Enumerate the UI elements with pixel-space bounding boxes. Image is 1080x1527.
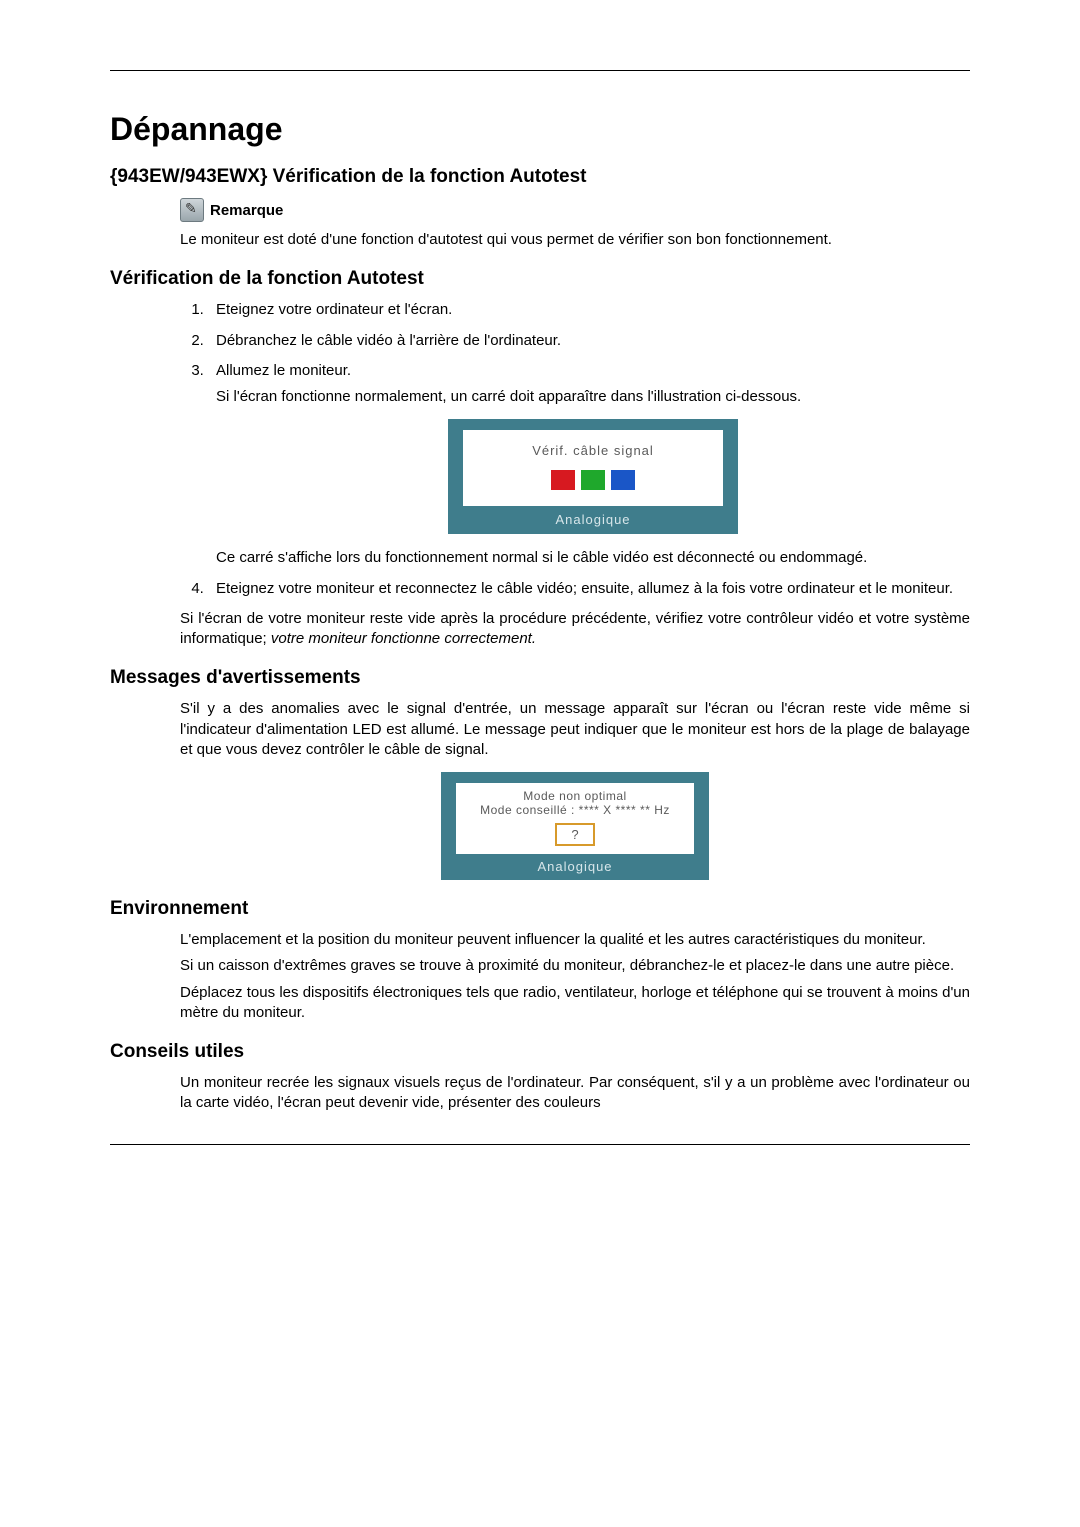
illus1-square-red <box>551 470 575 490</box>
illus1-footer: Analogique <box>462 507 724 529</box>
step-4: Eteignez votre moniteur et reconnectez l… <box>208 579 970 599</box>
note-icon <box>180 198 204 222</box>
tips-p1: Un moniteur recrée les signaux visuels r… <box>180 1073 970 1114</box>
illus1-square-green <box>581 470 605 490</box>
remarque-text: Le moniteur est doté d'une fonction d'au… <box>180 230 970 250</box>
document-page: Dépannage {943EW/943EWX} Vérification de… <box>0 0 1080 1527</box>
step-3-after: Ce carré s'affiche lors du fonctionnemen… <box>216 548 970 568</box>
step-2: Débranchez le câble vidéo à l'arrière de… <box>208 331 970 351</box>
warning-illustration: Mode non optimal Mode conseillé : **** X… <box>441 772 709 880</box>
autotest-steps: Eteignez votre ordinateur et l'écran. Dé… <box>180 300 970 599</box>
illus1-squares <box>473 470 713 490</box>
step-3-follow: Si l'écran fonctionne normalement, un ca… <box>216 387 970 407</box>
after-steps-block: Si l'écran de votre moniteur reste vide … <box>180 609 970 650</box>
after-steps-text: Si l'écran de votre moniteur reste vide … <box>180 609 970 650</box>
illus2-panel: Mode non optimal Mode conseillé : **** X… <box>455 782 695 855</box>
heading-warnings: Messages d'avertissements <box>110 667 970 689</box>
heading-model-autotest: {943EW/943EWX} Vérification de la foncti… <box>110 166 970 188</box>
illus1-panel: Vérif. câble signal <box>462 429 724 507</box>
heading-environment: Environnement <box>110 898 970 920</box>
illus2-question-box: ? <box>555 823 594 846</box>
env-p2: Si un caisson d'extrêmes graves se trouv… <box>180 956 970 976</box>
env-p3: Déplacez tous les dispositifs électroniq… <box>180 983 970 1024</box>
heading-autotest: Vérification de la fonction Autotest <box>110 268 970 290</box>
warnings-block: S'il y a des anomalies avec le signal d'… <box>180 699 970 880</box>
illus1-frame: Vérif. câble signal Analogique <box>448 419 738 534</box>
remarque-row: Remarque <box>180 198 970 222</box>
illus2-line1: Mode non optimal <box>466 789 684 803</box>
after-steps-italic: votre moniteur fonctionne correctement. <box>271 630 536 647</box>
step-3-text: Allumez le moniteur. <box>216 362 351 379</box>
heading-tips: Conseils utiles <box>110 1041 970 1063</box>
remarque-body: Le moniteur est doté d'une fonction d'au… <box>180 230 970 250</box>
step-1: Eteignez votre ordinateur et l'écran. <box>208 300 970 320</box>
illus2-frame: Mode non optimal Mode conseillé : **** X… <box>441 772 709 880</box>
bottom-rule <box>110 1144 970 1145</box>
illus1-square-blue <box>611 470 635 490</box>
top-rule <box>110 70 970 71</box>
illus2-footer: Analogique <box>455 855 695 874</box>
warnings-text: S'il y a des anomalies avec le signal d'… <box>180 699 970 760</box>
illus2-line2: Mode conseillé : **** X **** ** Hz <box>466 803 684 817</box>
page-title: Dépannage <box>110 111 970 148</box>
remarque-label: Remarque <box>210 202 283 219</box>
tips-block: Un moniteur recrée les signaux visuels r… <box>180 1073 970 1114</box>
env-p1: L'emplacement et la position du moniteur… <box>180 930 970 950</box>
signal-test-illustration: Vérif. câble signal Analogique <box>448 419 738 534</box>
environment-block: L'emplacement et la position du moniteur… <box>180 930 970 1023</box>
step-3: Allumez le moniteur. Si l'écran fonction… <box>208 361 970 569</box>
illus1-panel-text: Vérif. câble signal <box>473 442 713 460</box>
